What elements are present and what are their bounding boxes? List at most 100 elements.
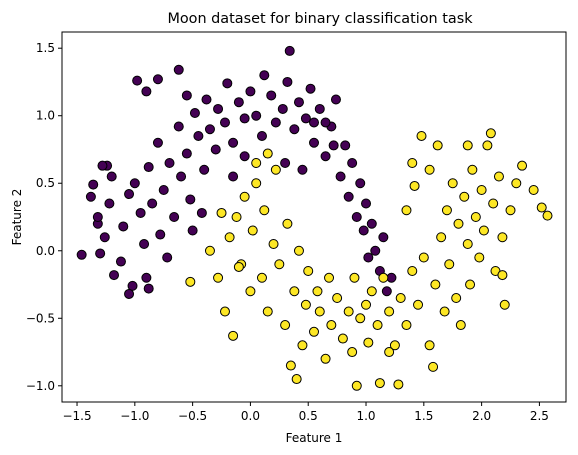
y-tick-label: 1.0 <box>36 109 55 123</box>
data-point-class-0 <box>259 70 270 81</box>
data-point-class-0 <box>233 97 244 108</box>
x-tick-label: −0.5 <box>178 409 207 423</box>
data-point-class-1 <box>447 178 458 189</box>
data-point-class-1 <box>378 272 389 283</box>
data-point-class-1 <box>219 306 230 317</box>
data-point-class-1 <box>233 261 244 272</box>
y-axis-label: Feature 2 <box>10 189 24 246</box>
data-point-class-0 <box>210 144 221 155</box>
data-point-class-0 <box>355 178 366 189</box>
data-point-class-0 <box>289 124 300 135</box>
data-point-class-1 <box>497 232 508 243</box>
data-point-class-1 <box>291 374 302 385</box>
data-point-class-0 <box>343 191 354 202</box>
data-point-class-1 <box>407 266 418 277</box>
data-point-class-1 <box>416 130 427 141</box>
data-point-class-0 <box>251 110 262 121</box>
data-point-class-1 <box>444 259 455 270</box>
data-point-class-0 <box>358 225 369 236</box>
data-point-class-1 <box>474 252 485 263</box>
data-point-class-0 <box>143 162 154 173</box>
data-point-class-1 <box>497 270 508 281</box>
data-point-class-0 <box>328 140 339 151</box>
data-point-class-0 <box>162 252 173 263</box>
data-point-class-1 <box>280 320 291 331</box>
data-point-class-1 <box>505 205 516 216</box>
data-point-class-0 <box>124 189 135 200</box>
data-point-class-1 <box>401 320 412 331</box>
data-point-class-0 <box>320 117 331 128</box>
data-point-class-0 <box>199 164 210 175</box>
data-point-class-0 <box>340 140 351 151</box>
plot-frame <box>61 31 567 403</box>
data-point-class-1 <box>459 191 470 202</box>
axis-ticks: −1.5 −1.0 −0.5 0.0 0.5 1.0 1.5 2.0 2.5 −1.0 −0.5 0.… <box>26 41 549 423</box>
data-point-class-1 <box>476 184 487 195</box>
data-point-class-1 <box>262 306 273 317</box>
data-point-class-0 <box>239 113 250 124</box>
data-point-class-1 <box>270 164 281 175</box>
data-point-class-1 <box>326 320 337 331</box>
data-point-class-0 <box>363 252 374 263</box>
data-point-class-0 <box>152 74 163 85</box>
data-point-class-0 <box>118 221 129 232</box>
data-point-class-0 <box>222 78 233 89</box>
data-point-class-1 <box>231 212 242 222</box>
data-point-class-1 <box>256 272 267 283</box>
data-point-class-0 <box>187 225 198 236</box>
data-point-class-0 <box>152 137 163 148</box>
data-point-class-0 <box>277 103 288 114</box>
data-point-class-0 <box>155 229 166 240</box>
data-point-class-0 <box>347 157 358 168</box>
data-point-class-1 <box>430 279 441 290</box>
data-point-class-0 <box>115 256 126 267</box>
data-point-class-0 <box>284 45 295 56</box>
y-tick-label: 1.5 <box>36 41 55 55</box>
data-point-class-0 <box>309 137 319 148</box>
data-point-class-1 <box>355 313 366 324</box>
data-point-class-0 <box>361 198 372 209</box>
data-point-class-1 <box>455 320 466 331</box>
data-point-class-0 <box>97 160 108 171</box>
data-point-class-1 <box>297 340 308 351</box>
data-point-class-1 <box>453 218 464 229</box>
data-point-class-1 <box>332 293 343 304</box>
data-point-class-1 <box>366 286 377 297</box>
x-tick-label: −1.0 <box>120 409 149 423</box>
data-point-class-1 <box>407 157 418 168</box>
data-point-class-0 <box>127 280 138 291</box>
data-point-class-1 <box>536 202 547 213</box>
data-point-class-0 <box>228 137 239 148</box>
data-point-class-1 <box>314 306 325 317</box>
x-tick-label: 1.5 <box>414 409 433 423</box>
data-point-class-0 <box>204 124 215 135</box>
data-point-class-0 <box>181 148 192 159</box>
data-point-class-0 <box>185 194 196 205</box>
data-point-class-1 <box>312 286 323 297</box>
data-point-class-1 <box>239 191 250 202</box>
data-point-class-1 <box>517 160 528 171</box>
data-point-class-1 <box>361 299 372 310</box>
data-point-class-1 <box>393 379 404 390</box>
data-point-class-1 <box>351 380 362 391</box>
data-point-class-0 <box>201 94 212 105</box>
data-point-class-1 <box>542 210 553 221</box>
y-tick-label: −1.0 <box>26 379 55 393</box>
data-point-class-0 <box>282 76 293 87</box>
data-point-class-1 <box>499 299 510 310</box>
data-point-class-1 <box>324 272 335 283</box>
data-point-class-1 <box>268 239 279 250</box>
data-point-class-1 <box>401 205 412 216</box>
data-point-class-1 <box>409 180 420 191</box>
data-point-class-1 <box>247 225 258 236</box>
data-point-class-1 <box>228 330 239 341</box>
data-point-class-1 <box>389 340 400 351</box>
data-point-class-1 <box>462 239 473 250</box>
x-tick-label: 2.5 <box>530 409 549 423</box>
data-point-class-0 <box>300 113 311 124</box>
data-point-class-0 <box>124 288 135 299</box>
data-point-class-1 <box>485 128 496 139</box>
data-point-class-0 <box>330 94 341 105</box>
x-axis-label: Feature 1 <box>286 431 343 445</box>
data-point-class-0 <box>141 272 152 283</box>
